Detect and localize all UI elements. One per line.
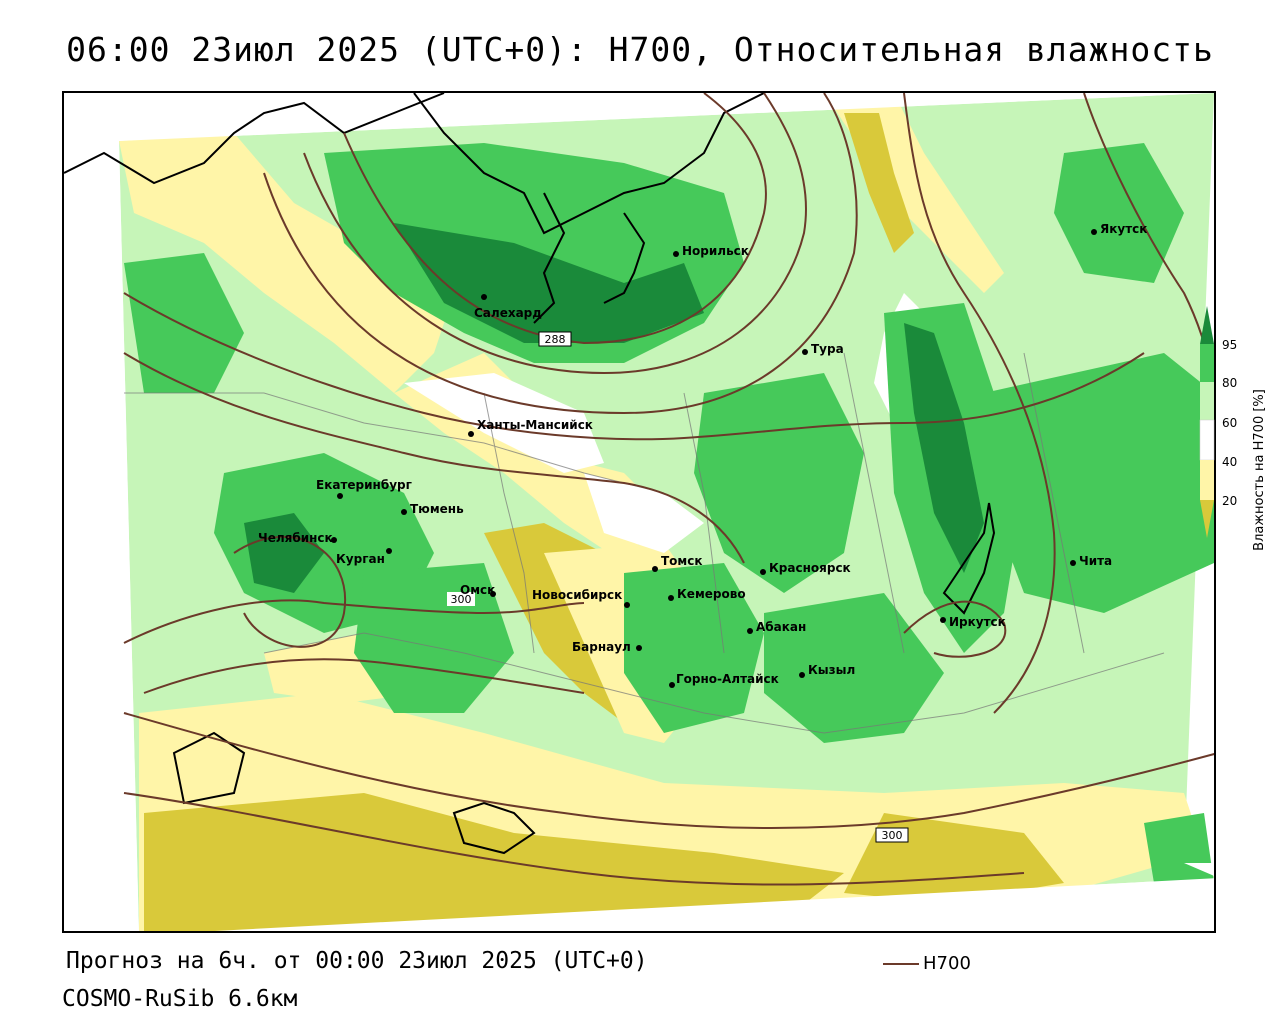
contour-label-300-b: 300 xyxy=(875,827,909,843)
city-yekaterinburg[interactable]: Екатеринбург xyxy=(316,478,412,499)
svg-text:Екатеринбург: Екатеринбург xyxy=(316,478,412,492)
colorbar-band-60-80 xyxy=(1200,382,1214,420)
svg-text:Салехард: Салехард xyxy=(474,306,542,320)
city-omsk[interactable]: Омск xyxy=(460,583,496,597)
forecast-note: Прогноз на 6ч. от 00:00 23июл 2025 (UTC+… xyxy=(66,948,648,974)
city-tura[interactable]: Тура xyxy=(802,342,844,356)
city-barnaul[interactable]: Барнаул xyxy=(572,640,642,654)
contour-legend: H700 xyxy=(883,953,971,974)
svg-text:Барнаул: Барнаул xyxy=(572,640,631,654)
colorbar-band-20-40 xyxy=(1200,460,1214,500)
city-novosibirsk[interactable]: Новосибирск xyxy=(532,588,630,608)
city-norilsk[interactable]: Норильск xyxy=(673,244,749,258)
neutral-areas xyxy=(64,93,1214,931)
city-khanty-mansiysk[interactable]: Ханты-Мансийск xyxy=(468,418,593,437)
colorbar-band-40-60 xyxy=(1199,419,1215,461)
colorbar-title: Влажность на H700 [%] xyxy=(1252,389,1267,551)
svg-text:Норильск: Норильск xyxy=(682,244,749,258)
svg-text:Ханты-Мансийск: Ханты-Мансийск xyxy=(477,418,593,432)
legend-label: H700 xyxy=(923,953,971,974)
colorbar-tick-20: 20 xyxy=(1222,494,1238,508)
colorbar-band-80-95 xyxy=(1200,344,1214,382)
map-panel[interactable]: 288 300 300 Якутск Норильск Салехард Тур… xyxy=(62,91,1216,933)
city-abakan[interactable]: Абакан xyxy=(747,620,806,634)
humidity-colorbar xyxy=(1199,306,1215,538)
model-name: COSMO-RuSib 6.6км xyxy=(62,986,298,1012)
svg-text:Томск: Томск xyxy=(661,554,703,568)
h700-contours xyxy=(123,93,1214,886)
city-salekhard[interactable]: Салехард xyxy=(474,294,542,320)
contour-label-300-a: 300 xyxy=(447,592,475,606)
colorbar-bottom-arrow xyxy=(1200,500,1214,538)
colorbar-top-arrow xyxy=(1200,306,1214,344)
map-title: 06:00 23июл 2025 (UTC+0): H700, Относите… xyxy=(66,30,1214,69)
svg-text:Челябинск: Челябинск xyxy=(258,531,333,545)
city-tomsk[interactable]: Томск xyxy=(652,554,703,572)
region-borders xyxy=(124,352,1165,734)
svg-text:Красноярск: Красноярск xyxy=(769,561,851,575)
colorbar-tick-80: 80 xyxy=(1222,376,1238,390)
city-krasnoyarsk[interactable]: Красноярск xyxy=(760,561,851,575)
svg-text:Горно-Алтайск: Горно-Алтайск xyxy=(676,672,779,686)
city-tyumen[interactable]: Тюмень xyxy=(401,502,464,516)
humidity-map: 288 300 300 Якутск Норильск Салехард Тур… xyxy=(64,93,1214,931)
svg-text:300: 300 xyxy=(451,593,472,606)
city-chelyabinsk[interactable]: Челябинск xyxy=(258,531,337,545)
city-kurgan[interactable]: Курган xyxy=(336,548,392,566)
colorbar-tick-60: 60 xyxy=(1222,416,1238,430)
svg-text:Новосибирск: Новосибирск xyxy=(532,588,622,602)
svg-text:Кемерово: Кемерово xyxy=(677,587,746,601)
city-yakutsk[interactable]: Якутск xyxy=(1091,222,1147,236)
svg-text:Чита: Чита xyxy=(1079,554,1112,568)
svg-text:Кызыл: Кызыл xyxy=(808,663,855,677)
city-chita[interactable]: Чита xyxy=(1070,554,1112,568)
city-kemerovo[interactable]: Кемерово xyxy=(668,587,746,601)
svg-text:Якутск: Якутск xyxy=(1100,222,1147,236)
svg-text:Абакан: Абакан xyxy=(756,620,806,634)
colorbar-tick-95: 95 xyxy=(1222,338,1238,352)
wet-areas xyxy=(124,143,1214,883)
svg-text:300: 300 xyxy=(882,829,903,842)
svg-text:Курган: Курган xyxy=(336,552,385,566)
svg-text:Омск: Омск xyxy=(460,583,495,597)
city-gorno-altaysk[interactable]: Горно-Алтайск xyxy=(669,672,779,688)
city-irkutsk[interactable]: Иркутск xyxy=(940,615,1006,629)
city-kyzyl[interactable]: Кызыл xyxy=(799,663,855,678)
svg-text:288: 288 xyxy=(545,333,566,346)
city-markers: Якутск Норильск Салехард Тура Ханты-Манс… xyxy=(258,222,1147,688)
legend-line-swatch xyxy=(883,962,919,965)
svg-text:Иркутск: Иркутск xyxy=(949,615,1006,629)
contour-label-288: 288 xyxy=(538,331,572,347)
colorbar-tick-40: 40 xyxy=(1222,455,1238,469)
svg-text:Тура: Тура xyxy=(811,342,844,356)
svg-text:Тюмень: Тюмень xyxy=(410,502,464,516)
